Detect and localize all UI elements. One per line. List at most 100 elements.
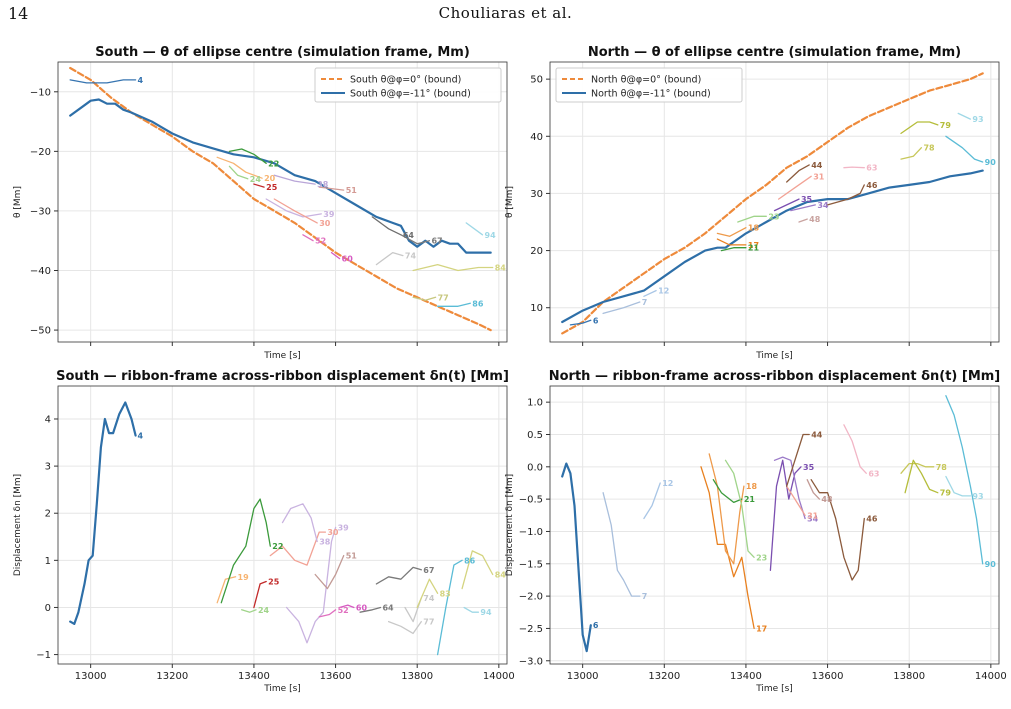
event-label: 12 xyxy=(658,287,669,296)
event-track-7 xyxy=(602,492,641,597)
y-tick-label: 4 xyxy=(45,414,51,425)
event-label: 51 xyxy=(346,552,358,561)
event-label: 79 xyxy=(940,121,952,130)
event-label: 25 xyxy=(266,183,278,192)
y-tick-label: 0.0 xyxy=(527,462,543,473)
event-label: 63 xyxy=(866,164,877,173)
legend-label: South θ@φ=-11° (bound) xyxy=(350,89,471,100)
event-label: 34 xyxy=(817,201,829,210)
event-track-64 xyxy=(359,606,382,613)
y-tick-label: 2 xyxy=(45,509,51,520)
legend-label: North θ@φ=0° (bound) xyxy=(591,75,701,86)
y-tick-label: −2.5 xyxy=(519,624,543,635)
event-label: 18 xyxy=(746,482,758,491)
event-label: 19 xyxy=(238,573,250,582)
event-label: 60 xyxy=(342,255,354,264)
event-track-44 xyxy=(786,433,810,487)
event-label: 90 xyxy=(985,158,997,167)
y-tick-label: −1.0 xyxy=(519,527,543,538)
event-label: 30 xyxy=(319,219,331,228)
event-label: 83 xyxy=(440,589,451,598)
legend-label: North θ@φ=-11° (bound) xyxy=(591,89,711,100)
event-label: 79 xyxy=(940,489,952,498)
y-tick-label: −3.0 xyxy=(519,656,543,667)
event-label: 31 xyxy=(813,172,825,181)
x-tick-label: 13400 xyxy=(238,671,270,682)
event-track-21 xyxy=(712,479,743,504)
event-label: 30 xyxy=(327,528,339,537)
event-track-38 xyxy=(273,174,316,185)
event-track-46 xyxy=(826,184,865,206)
event-track-22 xyxy=(228,148,267,164)
event-label: 38 xyxy=(317,180,329,189)
event-track-90 xyxy=(945,395,984,565)
event-track-30 xyxy=(269,531,327,566)
bound-series-line xyxy=(69,66,492,332)
event-track-94 xyxy=(463,606,480,613)
event-label: 7 xyxy=(642,298,648,307)
event-track-63 xyxy=(843,424,867,474)
event-label: 74 xyxy=(423,594,435,603)
event-track-39 xyxy=(265,198,322,218)
event-label: 24 xyxy=(258,606,270,615)
event-label: 20 xyxy=(264,174,276,183)
event-track-17 xyxy=(716,238,747,246)
y-axis-label: θ [Mm] xyxy=(13,186,23,218)
event-track-18 xyxy=(716,227,747,237)
y-axis-label: Displacement δn [Mm] xyxy=(13,474,23,576)
x-tick-label: 13200 xyxy=(648,671,680,682)
event-label: 38 xyxy=(319,537,331,546)
event-label: 17 xyxy=(748,241,759,250)
event-track-4 xyxy=(69,79,137,84)
event-track-79 xyxy=(904,459,939,494)
event-label: 46 xyxy=(866,515,878,524)
event-track-51 xyxy=(314,554,345,590)
y-tick-label: 10 xyxy=(530,303,543,314)
plot-area xyxy=(69,66,494,332)
event-label: 52 xyxy=(338,606,349,615)
event-track-83 xyxy=(416,578,439,609)
event-track-94 xyxy=(465,222,484,236)
event-label: 64 xyxy=(382,603,394,612)
y-tick-label: −1 xyxy=(36,650,51,661)
panel-north-theta: North — θ of ellipse centre (simulation … xyxy=(505,45,1000,361)
event-label: 67 xyxy=(423,566,434,575)
y-tick-label: −1.5 xyxy=(519,559,543,570)
event-label: 7 xyxy=(642,592,648,601)
event-label: 60 xyxy=(356,603,368,612)
event-label: 84 xyxy=(495,570,507,579)
event-track-44 xyxy=(786,164,810,183)
event-track-84 xyxy=(412,263,494,272)
event-label: 23 xyxy=(756,553,767,562)
event-label: 93 xyxy=(972,115,983,124)
event-label: 44 xyxy=(811,430,823,439)
event-label: 94 xyxy=(480,608,492,617)
event-track-25 xyxy=(253,183,265,188)
legend: South θ@φ=0° (bound) South θ@φ=-11° (boun… xyxy=(314,67,502,103)
event-label: 52 xyxy=(315,237,326,246)
event-label: 44 xyxy=(811,161,823,170)
event-track-35 xyxy=(773,198,800,212)
x-axis-label: Time [s] xyxy=(263,351,301,361)
event-track-21 xyxy=(720,247,747,252)
plot-area xyxy=(69,401,494,656)
panel-north-displacement: North — ribbon-frame across-ribbon displ… xyxy=(505,369,1007,694)
event-track-35 xyxy=(769,459,802,571)
event-label: 25 xyxy=(268,578,280,587)
event-track-63 xyxy=(843,166,865,169)
event-label: 4 xyxy=(138,431,144,440)
event-track-52 xyxy=(302,234,314,242)
event-label: 35 xyxy=(801,195,813,204)
event-track-90 xyxy=(945,135,984,163)
legend-label: South θ@φ=0° (bound) xyxy=(350,75,461,86)
event-label: 74 xyxy=(405,252,417,261)
event-track-6 xyxy=(569,319,592,326)
event-label: 18 xyxy=(748,224,760,233)
x-tick-label: 13600 xyxy=(812,671,844,682)
event-label: 34 xyxy=(807,515,819,524)
event-track-39 xyxy=(285,526,337,644)
event-track-67 xyxy=(400,234,431,245)
y-tick-label: −0.5 xyxy=(519,495,543,506)
x-tick-label: 14000 xyxy=(483,671,515,682)
event-label: 23 xyxy=(768,212,779,221)
